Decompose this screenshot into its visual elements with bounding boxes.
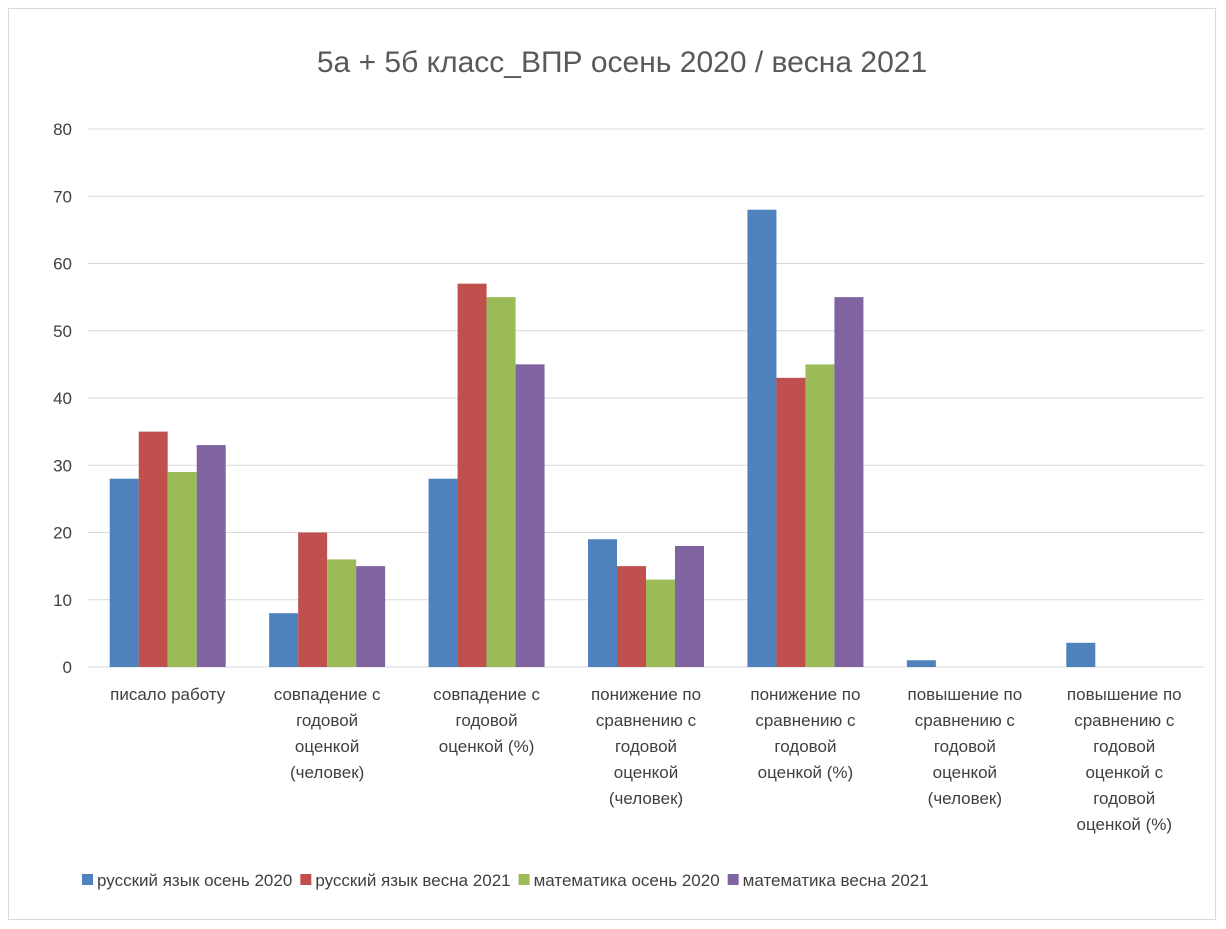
x-category-label-line: сравнению с [1074, 711, 1175, 730]
y-tick-label: 30 [53, 456, 72, 475]
x-category-label-line: годовой [456, 711, 518, 730]
y-tick-label: 80 [53, 120, 72, 139]
x-category-label-line: оценкой (%) [1076, 815, 1172, 834]
x-category-label-line: понижение по [591, 685, 701, 704]
bar [588, 539, 617, 667]
x-category-label-line: годовой [296, 711, 358, 730]
bar [834, 297, 864, 667]
legend-swatch [82, 874, 93, 885]
bar [298, 532, 328, 667]
bar [675, 545, 704, 667]
x-category-label-line: (человек) [609, 789, 683, 808]
chart-title: 5а + 5б класс_ВПР осень 2020 / весна 202… [317, 46, 927, 79]
x-category-label-line: годовой [1093, 789, 1155, 808]
x-category-label-line: сравнению с [915, 711, 1016, 730]
y-tick-label: 10 [53, 591, 72, 610]
bar [196, 445, 226, 667]
x-category-label-line: совпадение с [274, 685, 381, 704]
x-category-label: писало работу [110, 685, 226, 704]
bar [486, 297, 516, 667]
x-category-label-line: оценкой (%) [758, 763, 854, 782]
y-tick-label: 0 [63, 658, 72, 677]
y-tick-label: 40 [53, 389, 72, 408]
x-category-label: совпадение с годовой оценкой (человек) [274, 685, 381, 782]
bar [646, 579, 675, 667]
x-category-label: повышение по сравнению с годовой оценкой с г… [1067, 685, 1182, 834]
legend-label: русский язык весна 2021 [315, 871, 510, 890]
bar [747, 209, 777, 667]
bar [269, 613, 299, 667]
bar [617, 566, 646, 667]
x-category-label-line: совпадение с [433, 685, 540, 704]
legend-label: русский язык осень 2020 [97, 871, 292, 890]
bar [776, 377, 806, 667]
legend-swatch [300, 874, 312, 885]
y-tick-label: 60 [53, 255, 72, 274]
x-category-label: понижение по сравнению с годовой оценкой (%… [750, 685, 860, 782]
legend-label: математика весна 2021 [743, 871, 929, 890]
bars [109, 209, 1096, 667]
legend: русский язык осень 2020 русский язык весн… [82, 871, 929, 890]
bar [1066, 642, 1096, 667]
x-category-label: понижение по сравнению с годовой оценкой (че… [591, 685, 701, 808]
bar [457, 283, 487, 667]
x-category-label-line: оценкой (%) [439, 737, 535, 756]
y-tick-label: 70 [53, 187, 72, 206]
bar [428, 478, 458, 667]
x-category-label-line: годовой [615, 737, 677, 756]
x-category-label-line: годовой [1093, 737, 1155, 756]
x-category-label: совпадение с годовой оценкой (%) [433, 685, 540, 756]
legend-swatch [727, 874, 739, 885]
bar [138, 431, 168, 667]
x-category-label-line: писало работу [110, 685, 226, 704]
x-category-label: повышение по сравнению с годовой оценкой (че… [907, 685, 1022, 808]
x-category-label-line: оценкой [295, 737, 359, 756]
x-axis-categories: писало работу совпадение с годовой оценкой (… [110, 685, 1182, 834]
bar [356, 566, 386, 667]
x-category-label-line: повышение по [1067, 685, 1182, 704]
bar [805, 364, 835, 667]
y-axis-ticks: 0 10 20 30 40 50 60 70 80 [53, 120, 72, 677]
x-category-label-line: (человек) [290, 763, 364, 782]
bar [167, 471, 197, 667]
x-category-label-line: оценкой с [1085, 763, 1163, 782]
x-category-label-line: сравнению с [596, 711, 697, 730]
x-category-label-line: годовой [774, 737, 836, 756]
x-category-label-line: годовой [934, 737, 996, 756]
bar [327, 559, 357, 667]
x-category-label-line: оценкой [614, 763, 678, 782]
legend-label: математика осень 2020 [534, 871, 720, 890]
bar [109, 478, 139, 667]
x-category-label-line: оценкой [933, 763, 997, 782]
x-category-label-line: понижение по [750, 685, 860, 704]
bar [906, 660, 936, 667]
bar [515, 364, 545, 667]
y-tick-label: 20 [53, 524, 72, 543]
x-category-label-line: повышение по [907, 685, 1022, 704]
x-category-label-line: сравнению с [755, 711, 856, 730]
x-category-label-line: (человек) [928, 789, 1002, 808]
y-tick-label: 50 [53, 322, 72, 341]
legend-swatch [518, 874, 530, 885]
